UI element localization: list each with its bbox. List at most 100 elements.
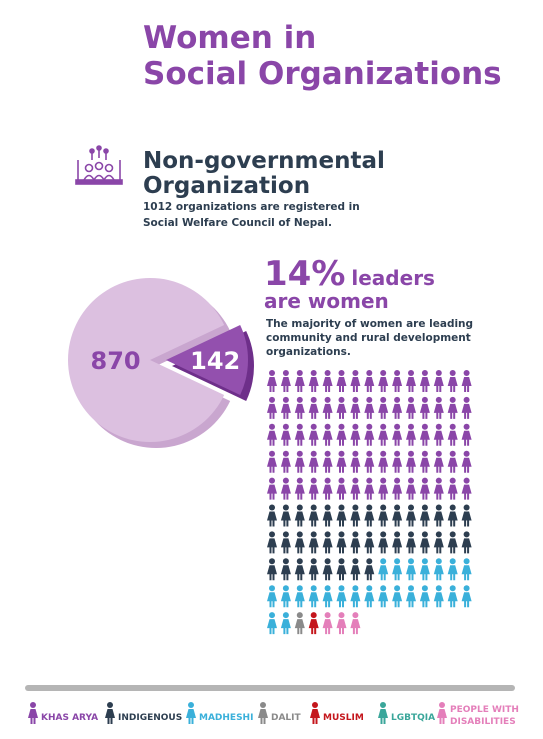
person-head [449,504,456,511]
person-body [322,377,333,392]
person-icon [433,504,444,527]
person-head [352,531,359,538]
person-head [463,423,470,430]
person-body [267,377,277,392]
person-icon [280,558,291,581]
person-icon [322,612,333,635]
person-icon [461,477,472,500]
person-body [447,511,458,527]
person-icon [392,504,403,527]
person-icon [378,423,389,446]
person-head [282,396,289,403]
person-head [394,558,401,565]
person-body [336,403,347,419]
person-icon [294,423,305,446]
person-head [449,396,456,403]
person-head [324,370,331,376]
person-icon [406,477,416,500]
person-head [394,585,401,592]
person-body [322,592,333,608]
person-head [352,504,359,511]
person-body [308,484,319,500]
person-head [312,702,318,708]
person-head [324,477,331,484]
person-body [308,538,319,554]
person-icon [308,585,319,608]
person-body [461,430,472,446]
person-head [296,370,303,376]
person-icon [280,423,291,446]
legend-label: INDIGENOUS [118,713,182,723]
person-icon [392,423,403,446]
person-head [366,477,373,484]
person-head [449,370,456,376]
person-body [419,511,430,527]
person-icon [336,396,347,419]
person-icon [322,504,333,527]
person-body [294,377,305,392]
person-body [350,377,361,392]
person-icon [461,450,472,473]
person-head [352,477,359,484]
person-body [364,592,375,608]
person-body [336,430,347,446]
person-body [378,709,388,724]
person-icon [280,370,291,392]
person-icon [461,396,472,419]
person-body [406,377,416,392]
person-body [433,484,444,500]
person-body [406,430,416,446]
person-body [294,430,305,446]
person-body [280,565,291,581]
person-icon [419,450,430,473]
person-body [336,511,347,527]
person-icon [392,396,403,419]
person-head [380,396,387,403]
person-body [280,511,291,527]
person-body [392,565,403,581]
person-icon [294,370,305,392]
person-head [421,396,428,403]
person-head [421,531,428,538]
person-head [421,423,428,430]
person-head [435,504,442,511]
person-icon [364,504,375,527]
person-body [406,565,416,581]
person-icon [322,396,333,419]
person-icon [447,370,458,392]
person-head [30,702,36,708]
person-head [421,504,428,511]
person-icon [419,477,430,500]
person-head [449,423,456,430]
person-icon [308,423,319,446]
person-body [433,403,444,419]
person-body [378,565,389,581]
person-head [269,396,275,403]
person-icon [308,477,319,500]
person-head [324,396,331,403]
person-head [366,585,373,592]
person-head [394,370,401,376]
person-head [435,423,442,430]
person-head [296,423,303,430]
person-head [269,504,275,511]
person-icon [294,531,305,554]
person-body [267,538,277,554]
person-icon [294,396,305,419]
legend-icon [105,702,115,724]
person-icon [364,531,375,554]
person-head [366,370,373,376]
person-body [186,709,196,724]
person-head [352,370,359,376]
person-icon [308,612,319,635]
person-body [392,430,403,446]
person-icon [350,370,361,392]
person-icon [378,558,389,581]
person-body [322,430,333,446]
section-text-1: 1012 organizations are registered in [143,201,360,213]
title-line-2: Social Organizations [143,56,502,92]
person-head [408,450,414,457]
person-body [461,457,472,473]
person-head [352,558,359,565]
person-body [294,484,305,500]
